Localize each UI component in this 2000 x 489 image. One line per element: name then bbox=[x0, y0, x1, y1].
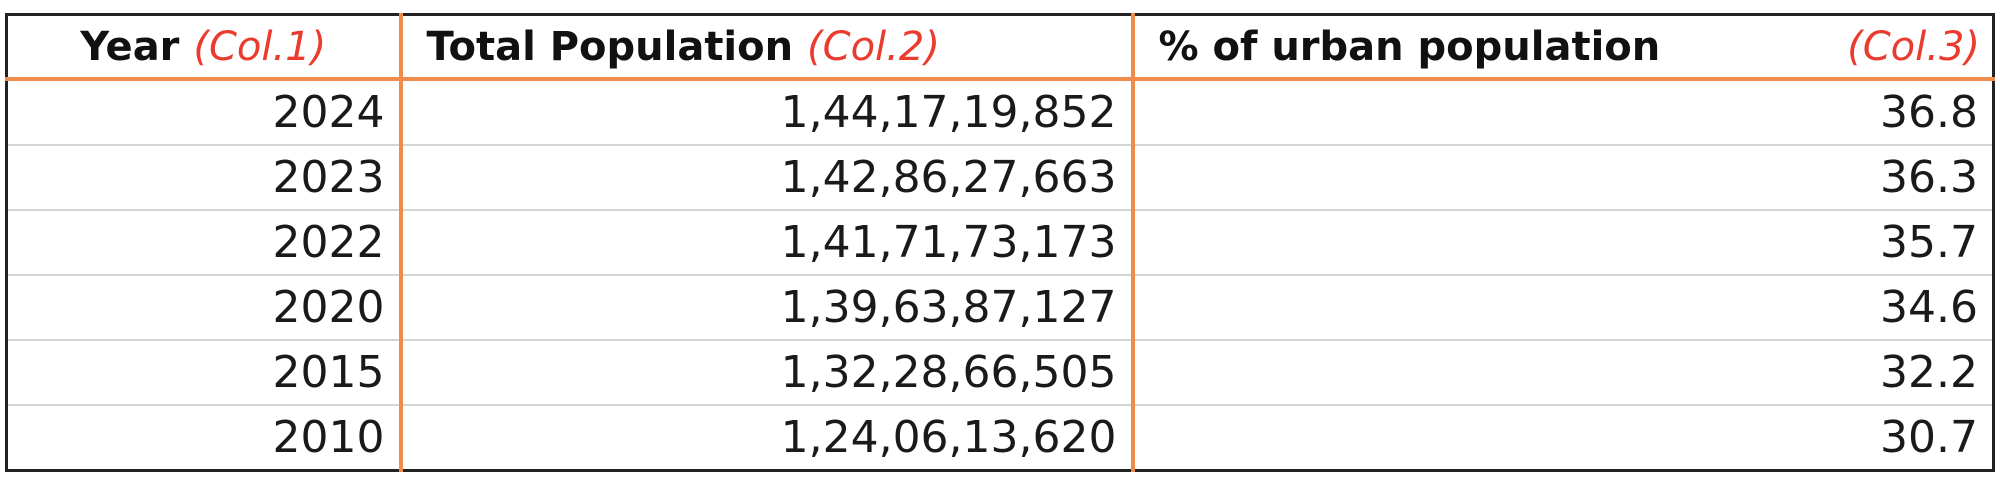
table-cell: 2024 bbox=[6, 78, 401, 145]
table-row: 2010 1,24,06,13,620 30.7 bbox=[6, 404, 1994, 471]
header-cell: % of urban population (Col.3) bbox=[1130, 14, 1994, 81]
table-container: Year (Col.1) Total Population (Col.2)% of… bbox=[5, 13, 1995, 472]
table-cell: 1,24,06,13,620 bbox=[398, 404, 1133, 471]
table-cell: 30.7 bbox=[1130, 404, 1994, 471]
table-cell: 2020 bbox=[6, 274, 401, 340]
table-cell: 1,32,28,66,505 bbox=[398, 339, 1133, 405]
table-cell: 35.7 bbox=[1130, 209, 1994, 275]
population-table: Year (Col.1) Total Population (Col.2)% of… bbox=[5, 13, 1995, 472]
table-cell: 36.8 bbox=[1130, 78, 1994, 145]
table-cell: 1,39,63,87,127 bbox=[398, 274, 1133, 340]
table-row: 2015 1,32,28,66,505 32.2 bbox=[6, 339, 1994, 405]
header-cell: Total Population (Col.2) bbox=[398, 14, 1133, 81]
table-cell: 2022 bbox=[6, 209, 401, 275]
table-cell: 1,44,17,19,852 bbox=[398, 78, 1133, 145]
header-title: % of urban population bbox=[1158, 23, 1661, 70]
table-row: 2020 1,39,63,87,127 34.6 bbox=[6, 274, 1994, 340]
header-title: Total Population bbox=[426, 23, 794, 70]
column-ref: (Col.1) bbox=[193, 23, 327, 70]
table-cell: 2023 bbox=[6, 144, 401, 210]
header-title: Year bbox=[80, 23, 180, 70]
table-cell: 2015 bbox=[6, 339, 401, 405]
table-cell: 32.2 bbox=[1130, 339, 1994, 405]
table-cell: 36.3 bbox=[1130, 144, 1994, 210]
table-cell: 34.6 bbox=[1130, 274, 1994, 340]
table-row: 2022 1,41,71,73,173 35.7 bbox=[6, 209, 1994, 275]
table-body: 2024 1,44,17,19,852 36.8 2023 1,42,86,27,663… bbox=[6, 78, 1994, 471]
table-cell: 1,41,71,73,173 bbox=[398, 209, 1133, 275]
header-cell: Year (Col.1) bbox=[6, 14, 401, 81]
table-cell: 1,42,86,27,663 bbox=[398, 144, 1133, 210]
header-row: Year (Col.1) Total Population (Col.2)% of… bbox=[6, 14, 1994, 81]
table-row: 2023 1,42,86,27,663 36.3 bbox=[6, 144, 1994, 210]
table-cell: 2010 bbox=[6, 404, 401, 471]
column-ref: (Col.2) bbox=[807, 23, 940, 70]
table-row: 2024 1,44,17,19,852 36.8 bbox=[6, 78, 1994, 145]
column-ref: (Col.3) bbox=[1847, 23, 1980, 70]
